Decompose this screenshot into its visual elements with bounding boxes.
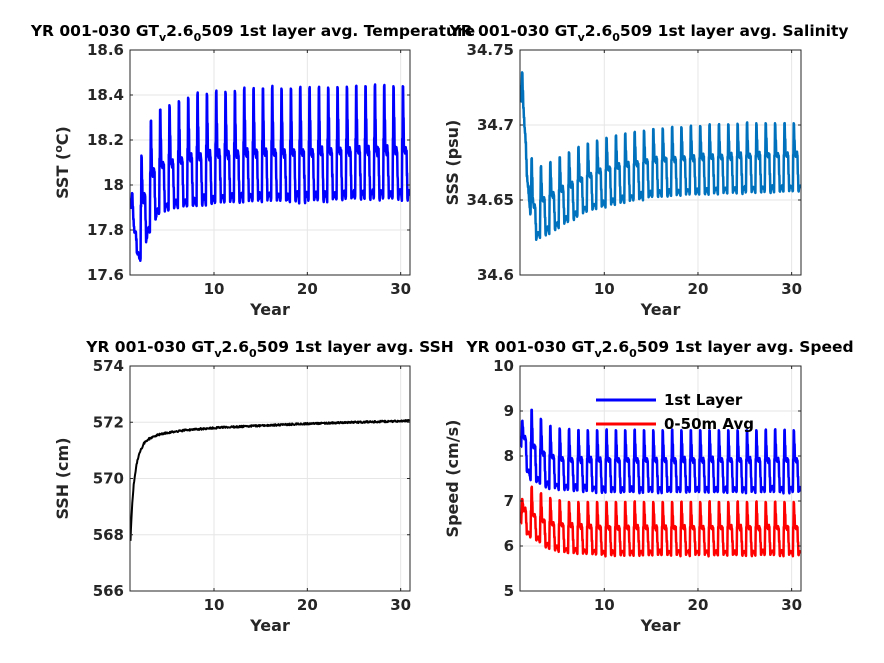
plot-area	[520, 50, 801, 275]
legend-label: 1st Layer	[664, 391, 743, 409]
x-axis-label: Year	[249, 300, 290, 319]
x-tick-label: 30	[781, 596, 802, 614]
x-axis-label: Year	[249, 616, 290, 635]
y-tick-label: 6	[504, 537, 514, 555]
x-tick-label: 30	[390, 596, 411, 614]
y-tick-label: 5	[504, 582, 514, 600]
y-tick-label: 570	[93, 470, 124, 488]
y-axis-label: SSH (cm)	[53, 437, 72, 519]
y-axis-label: SSS (psu)	[443, 120, 462, 206]
chart-panel-3: 10 20 30 566 568 570 572 574 Year SSH (cm) YR 001-…	[53, 338, 454, 635]
x-tick-label: 30	[781, 280, 802, 298]
y-axis-label: SST (oC)	[52, 126, 73, 199]
y-tick-label: 34.65	[467, 191, 514, 209]
x-tick-label: 10	[204, 596, 225, 614]
y-tick-label: 18	[103, 176, 124, 194]
x-tick-label: 10	[594, 596, 615, 614]
chart-panel-2: 10 20 3034.634.6534.734.75YearSSS (psu)YR …	[443, 22, 849, 319]
y-tick-label: 34.6	[477, 266, 514, 284]
x-tick-label: 10	[204, 280, 225, 298]
legend-label: 0-50m Avg	[664, 415, 754, 433]
y-tick-label: 18.2	[87, 131, 124, 149]
y-tick-label: 18.6	[87, 41, 124, 59]
y-tick-label: 9	[504, 402, 514, 420]
x-tick-label: 10	[594, 280, 615, 298]
figure: 10 20 30 17.6 17.8 18 18.2 18.4 18.6 Year SST (oC)…	[0, 0, 884, 663]
x-tick-label: 20	[688, 280, 709, 298]
y-tick-label: 18.4	[87, 86, 124, 104]
y-tick-label: 566	[93, 582, 124, 600]
y-tick-label: 34.7	[477, 116, 514, 134]
chart-panel-4: 10 20 30 5 6 7 8 9 10 Year Speed (cm/s) YR 001-030 …	[443, 338, 854, 635]
x-tick-label: 20	[688, 596, 709, 614]
y-tick-label: 17.8	[87, 221, 124, 239]
y-tick-label: 568	[93, 526, 124, 544]
y-tick-label: 17.6	[87, 266, 124, 284]
y-axis-label: Speed (cm/s)	[443, 420, 462, 538]
x-tick-label: 20	[297, 280, 318, 298]
y-tick-label: 574	[93, 357, 124, 375]
y-tick-label: 34.75	[467, 41, 514, 59]
x-axis-label: Year	[640, 300, 681, 319]
y-tick-label: 7	[504, 492, 514, 510]
x-axis-label: Year	[640, 616, 681, 635]
plot-area	[520, 366, 801, 591]
chart-panel-1: 10 20 30 17.6 17.8 18 18.2 18.4 18.6 Year SST (oC)…	[30, 22, 475, 319]
y-tick-label: 10	[493, 357, 514, 375]
chart-title: YR 001-030 GTv2.60509 1st layer avg. Spe…	[465, 338, 853, 360]
x-tick-label: 20	[297, 596, 318, 614]
y-tick-label: 8	[504, 447, 514, 465]
chart-title: YR 001-030 GTv2.60509 1st layer avg. SSH	[85, 338, 454, 360]
x-tick-label: 30	[390, 280, 411, 298]
y-tick-label: 572	[93, 413, 124, 431]
